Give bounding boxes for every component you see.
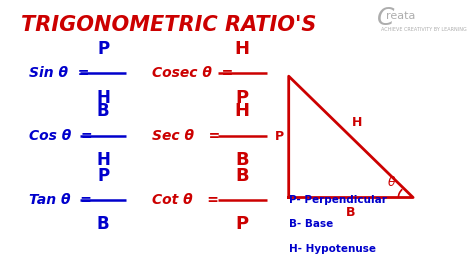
Text: P: P [97, 167, 109, 185]
Text: P- Perpendicular: P- Perpendicular [289, 195, 387, 205]
Text: P: P [236, 215, 249, 234]
Text: ACHIEVE CREATIVITY BY LEARNING: ACHIEVE CREATIVITY BY LEARNING [381, 27, 466, 31]
Text: θ: θ [388, 176, 396, 189]
Text: H: H [96, 151, 110, 169]
Text: H- Hypotenuse: H- Hypotenuse [289, 244, 376, 254]
Text: Sec θ   =: Sec θ = [152, 128, 220, 143]
Text: H: H [235, 102, 250, 120]
Text: P: P [236, 89, 249, 107]
Text: Sin θ  =: Sin θ = [29, 66, 90, 80]
Text: reata: reata [386, 11, 415, 21]
Text: B: B [346, 206, 356, 219]
Text: B: B [236, 151, 249, 169]
Text: C: C [377, 6, 395, 30]
Text: H: H [235, 40, 250, 58]
Text: H: H [96, 89, 110, 107]
Text: P: P [275, 130, 284, 143]
Text: P: P [97, 40, 109, 58]
Text: B: B [97, 215, 109, 234]
Text: Cosec θ  =: Cosec θ = [152, 66, 233, 80]
Text: Tan θ  =: Tan θ = [29, 193, 92, 207]
Text: B- Base: B- Base [289, 220, 333, 230]
Text: Cos θ  =: Cos θ = [29, 128, 93, 143]
Text: B: B [97, 102, 109, 120]
Text: TRIGONOMETRIC RATIO'S: TRIGONOMETRIC RATIO'S [21, 15, 316, 35]
Text: B: B [236, 167, 249, 185]
Text: H: H [352, 115, 363, 128]
Text: Cot θ   =: Cot θ = [152, 193, 219, 207]
